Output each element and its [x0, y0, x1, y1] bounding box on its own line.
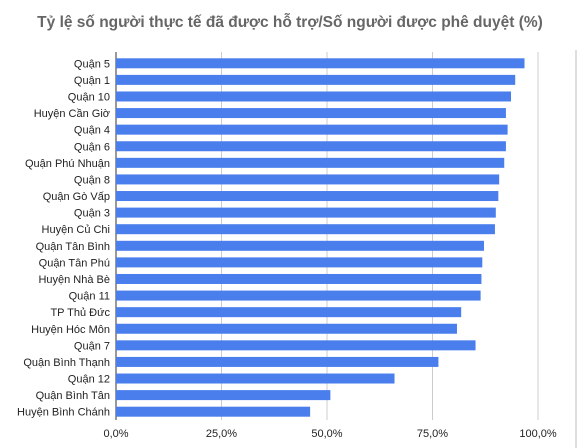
bar — [116, 290, 481, 301]
category-label: Huyện Bình Chánh — [17, 407, 110, 419]
bar — [116, 240, 484, 251]
chart-title: Tỷ lệ số người thực tế đã được hỗ trợ/Số… — [37, 14, 543, 31]
category-label: Quận Phú Nhuận — [25, 158, 110, 170]
bar — [116, 323, 457, 334]
category-label: Quận 12 — [68, 374, 110, 386]
x-tick-label: 100,0% — [519, 428, 557, 440]
category-label: Quận Tân Phú — [39, 257, 110, 269]
category-label: Quận 8 — [74, 174, 110, 186]
category-label: Huyện Cần Giờ — [34, 108, 110, 120]
category-label: Quận Bình Thạnh — [23, 357, 110, 369]
bar — [116, 257, 483, 268]
x-tick-label: 0,0% — [103, 428, 128, 440]
bar — [116, 191, 499, 202]
category-label: Huyện Nhà Bè — [38, 274, 110, 286]
bar — [116, 58, 525, 69]
bar — [116, 273, 482, 284]
bar — [116, 340, 476, 351]
category-label: Quận 4 — [74, 125, 110, 137]
category-label: Quận Bình Tân — [36, 390, 110, 402]
bar — [116, 406, 311, 417]
bar — [116, 157, 505, 168]
bar — [116, 307, 462, 318]
category-label: Quận Gò Vấp — [43, 191, 110, 203]
bar — [116, 124, 508, 135]
x-tick-label: 75,0% — [417, 428, 448, 440]
category-label: Quận 5 — [74, 58, 110, 70]
category-label: Huyện Hóc Môn — [31, 324, 110, 336]
x-tick-label: 50,0% — [311, 428, 342, 440]
category-label: Huyện Củ Chi — [42, 224, 110, 236]
bar — [116, 373, 395, 384]
category-label: Quận Tân Bình — [36, 241, 110, 253]
bar — [116, 174, 500, 185]
x-tick-labels: 0,0% 25,0% 50,0% 75,0% 100,0% — [103, 428, 556, 440]
bar — [116, 207, 496, 218]
category-labels: Quận 5 Quận 1 Quận 10 Huyện Cần Giờ Quận 4 Qu… — [17, 58, 110, 418]
category-label: Quận 10 — [68, 91, 110, 103]
x-tick-label: 25,0% — [206, 428, 237, 440]
bar — [116, 390, 331, 401]
bar — [116, 224, 495, 235]
bar — [116, 91, 511, 102]
category-label: Quận 11 — [69, 291, 110, 303]
category-label: Quận 6 — [74, 141, 110, 153]
bar — [116, 74, 516, 85]
bar — [116, 141, 506, 152]
bar — [116, 108, 506, 119]
category-label: Quận 1 — [74, 75, 110, 87]
bars-layer — [116, 58, 525, 417]
bar — [116, 356, 439, 367]
category-label: Quận 3 — [74, 208, 110, 220]
category-label: TP Thủ Đức — [50, 307, 110, 319]
category-label: Quận 7 — [74, 340, 110, 352]
